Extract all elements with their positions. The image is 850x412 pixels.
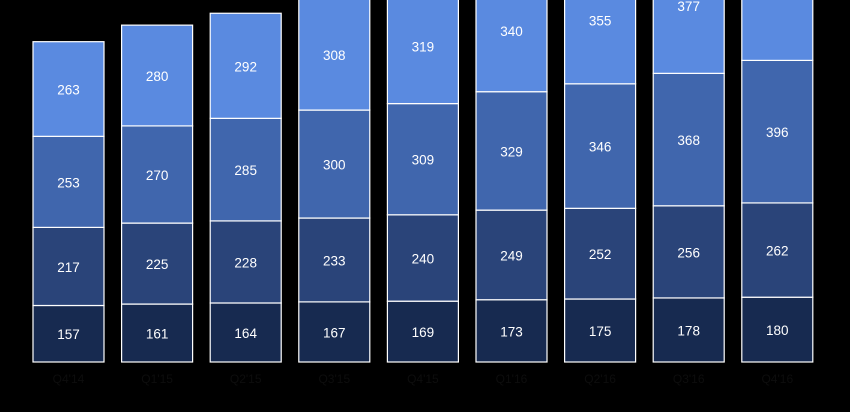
bar-segment [120,222,194,305]
data-label: 233 [323,253,346,268]
bar-segment [209,117,282,222]
data-label: 249 [500,248,523,263]
data-label: 180 [766,323,789,338]
bar-segment [120,303,194,363]
bar-stack: 161 225 270 280 [120,24,194,363]
bar-segment [120,24,194,127]
bar-segment [652,72,725,207]
data-label: 368 [677,133,700,148]
bar-segment [741,202,814,298]
bar-segment [386,300,459,363]
data-label: 253 [57,175,80,190]
data-label: 161 [146,327,169,342]
bar-segment [209,220,282,304]
bar-stack: 178 256 368 377 [652,0,725,363]
bar-segment [563,0,637,85]
bar-segment [652,297,725,363]
data-label: 346 [589,140,612,155]
bar-segment [652,205,725,299]
bar-segment [209,302,282,363]
bar-segment [32,304,105,363]
data-label: 285 [234,163,257,178]
x-tick-label: Q3'15 [318,372,350,386]
data-label: 169 [412,325,435,340]
data-label: 300 [323,158,346,173]
bar-segment [298,109,371,219]
x-tick-label: Q2'16 [584,372,616,386]
data-label: 308 [323,48,346,63]
bar-segment [298,0,371,111]
data-label: 340 [500,24,523,39]
bar-segment [563,83,637,209]
data-label: 164 [234,326,257,341]
bar-segment [120,125,194,224]
bar-segment [741,59,814,204]
bars-layer: 157 217 253 263 161 225 270 280 164 228 285 292 167 2… [32,0,814,363]
data-label: 263 [57,83,80,98]
x-tick-label: Q1'16 [496,372,528,386]
bar-segment [32,226,105,307]
bar-segment [475,91,548,211]
bar-segment [741,296,814,363]
data-label: 280 [146,69,169,84]
bar-segment [386,0,459,105]
x-tick-label: Q2'15 [230,372,262,386]
bar-segment [209,12,282,119]
bar-segment [298,301,371,363]
bar-stack: 173 249 329 340 [475,0,548,363]
bar-segment [386,214,459,302]
bar-segment [563,207,637,300]
data-label: 262 [766,244,789,259]
data-label: 319 [412,40,435,55]
bar-stack: 169 240 309 319 [386,0,459,363]
data-label: 228 [234,255,257,270]
data-label: 225 [146,257,169,272]
bar-segment [32,41,105,137]
data-label: 355 [589,13,612,28]
x-tick-label: Q3'16 [673,372,705,386]
data-label: 173 [500,324,523,339]
x-tick-label: Q1'15 [141,372,173,386]
bar-stack: 175 252 346 355 [563,0,637,363]
bar-segment [741,0,814,62]
data-label: 167 [323,325,346,340]
data-label: 329 [500,144,523,159]
bar-segment [475,209,548,301]
data-label: 252 [589,247,612,262]
x-tick-label: Q4'14 [53,372,85,386]
x-tick-label: Q4'16 [761,372,793,386]
bar-stack: 180262396388 [741,0,814,363]
data-label: 175 [589,324,612,339]
bar-segment [386,102,459,216]
data-label: 292 [234,59,257,74]
bar-segment [475,299,548,363]
data-label: 217 [57,260,80,275]
data-label: 309 [412,153,435,168]
data-label: 157 [57,327,80,342]
bar-stack: 157 217 253 263 [32,41,105,363]
data-label: 256 [677,245,700,260]
data-label: 240 [412,251,435,266]
bar-stack: 167 233 300 308 [298,0,371,363]
x-axis-tick-labels: Q4'14 Q1'15 Q2'15 Q3'15 Q4'15 Q1'16 Q2'16 Q3'16… [53,372,794,386]
data-label: 270 [146,168,169,183]
bar-stack: 164 228 285 292 [209,12,282,363]
data-label: 396 [766,125,789,140]
data-label: 377 [677,0,700,14]
bar-segment [475,0,548,93]
x-tick-label: Q4'15 [407,372,439,386]
bar-segment [652,0,725,74]
data-label: 178 [677,323,700,338]
